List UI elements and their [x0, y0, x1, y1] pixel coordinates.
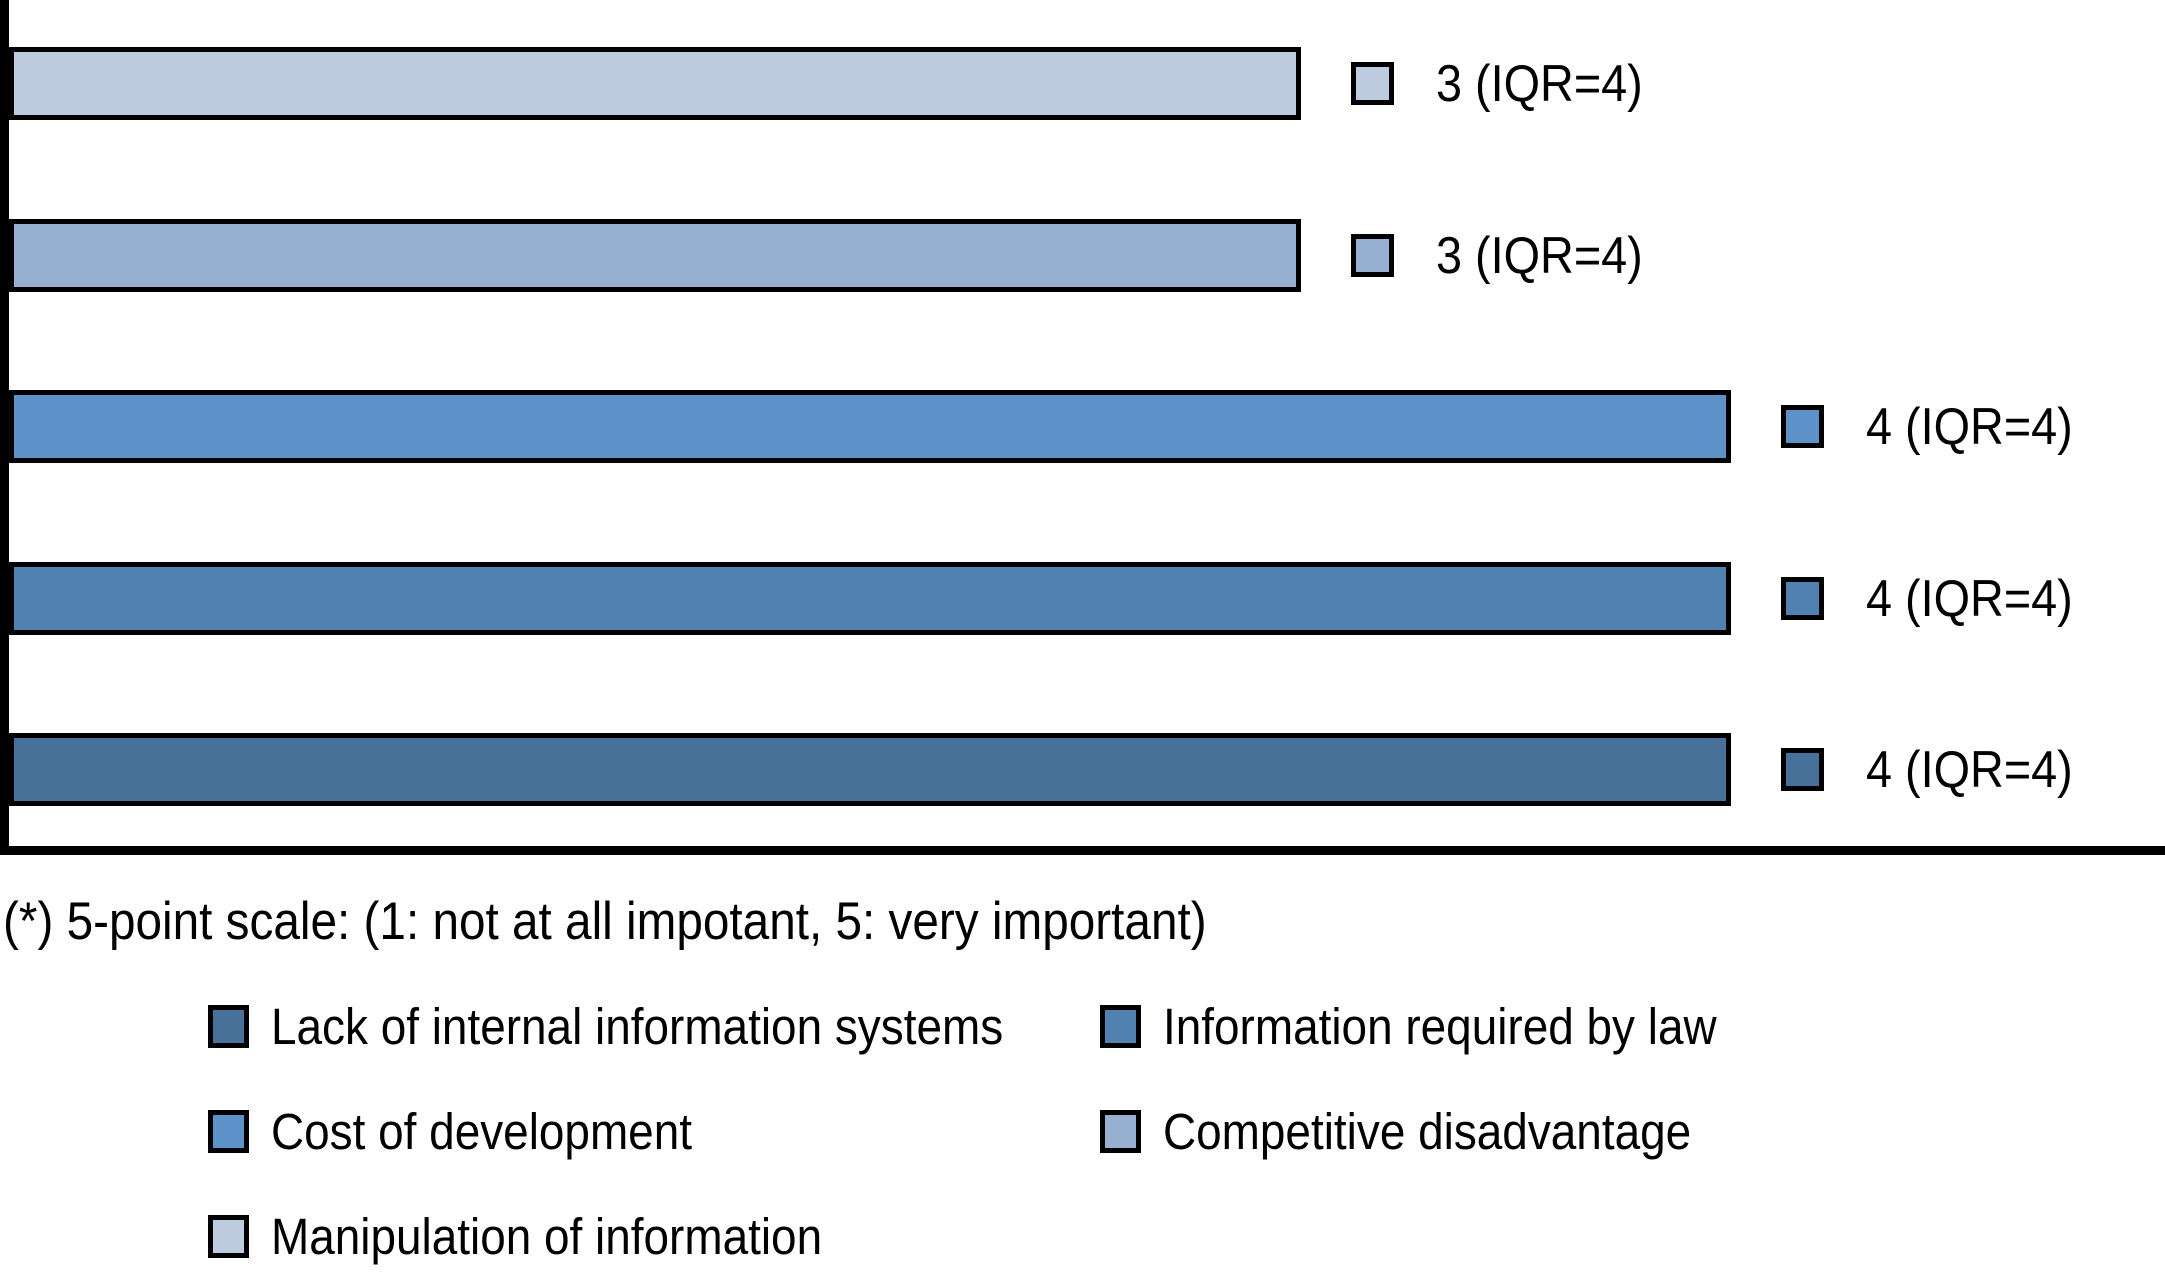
bar-row-manipulation-of-information: 3 (IQR=4) — [9, 0, 2165, 169]
bar-row-information-required-by-law: 4 (IQR=4) — [9, 513, 2165, 684]
legend-swatch-icon — [1100, 1109, 1141, 1153]
legend-column-left: Lack of internal information systems Cos… — [208, 997, 1085, 1275]
legend-item-cost-of-development: Cost of development — [208, 1102, 1085, 1160]
legend-swatch-icon — [208, 1004, 249, 1048]
legend-label: Information required by law — [1163, 997, 1717, 1055]
bar-row-competitive-disadvantage: 3 (IQR=4) — [9, 170, 2165, 341]
x-axis-line — [0, 846, 2165, 855]
legend-label: Cost of development — [271, 1102, 692, 1160]
legend-swatch-icon — [1100, 1004, 1141, 1048]
legend-swatch-icon — [208, 1214, 249, 1258]
bar-value-label: 4 (IQR=4) — [1866, 569, 2073, 628]
legend-label: Competitive disadvantage — [1163, 1102, 1692, 1160]
bar-cost-of-development — [9, 390, 1731, 463]
legend-item-information-required-by-law: Information required by law — [1100, 997, 1778, 1055]
legend-item-competitive-disadvantage: Competitive disadvantage — [1100, 1102, 1778, 1160]
plot-area: 3 (IQR=4) 3 (IQR=4) 4 (IQR=4) 4 (IQR=4) … — [0, 0, 2165, 855]
bar-swatch-icon — [1781, 405, 1824, 448]
legend-swatch-icon — [208, 1109, 249, 1153]
bar-value-label: 4 (IQR=4) — [1866, 397, 2073, 456]
bar-information-required-by-law — [9, 562, 1731, 635]
bar-competitive-disadvantage — [9, 219, 1301, 292]
bar-lack-of-internal-information-systems — [9, 733, 1731, 806]
legend-column-right: Information required by law Competitive … — [1100, 997, 1778, 1213]
legend-label: Manipulation of information — [271, 1207, 823, 1265]
bar-swatch-icon — [1781, 748, 1824, 791]
bar-value-label: 3 (IQR=4) — [1435, 54, 1643, 113]
bar-value-label: 3 (IQR=4) — [1435, 226, 1643, 285]
scale-footnote: (*) 5-point scale: (1: not at all impota… — [3, 892, 1207, 951]
bar-manipulation-of-information — [9, 47, 1301, 120]
bar-value-label: 4 (IQR=4) — [1866, 740, 2073, 799]
legend-item-manipulation-of-information: Manipulation of information — [208, 1207, 1085, 1265]
bar-swatch-icon — [1350, 234, 1394, 277]
bar-row-cost-of-development: 4 (IQR=4) — [9, 341, 2165, 512]
bar-swatch-icon — [1350, 62, 1394, 105]
bar-row-lack-of-internal-information-systems: 4 (IQR=4) — [9, 684, 2165, 855]
bar-swatch-icon — [1781, 577, 1824, 620]
legend-item-lack-of-internal-information-systems: Lack of internal information systems — [208, 997, 1085, 1055]
y-axis-line — [0, 0, 9, 855]
legend-label: Lack of internal information systems — [271, 997, 1004, 1055]
